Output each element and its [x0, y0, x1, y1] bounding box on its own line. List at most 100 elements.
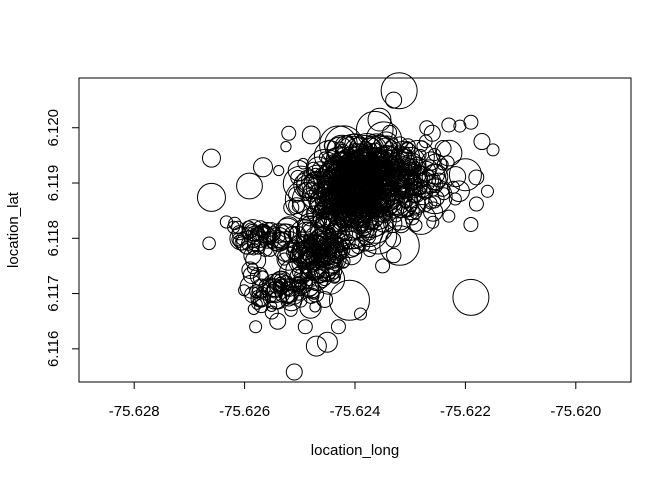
data-point: [427, 177, 444, 194]
data-point: [414, 148, 427, 161]
data-point: [416, 178, 453, 215]
data-point: [417, 197, 433, 213]
data-point: [299, 276, 320, 297]
data-point: [273, 273, 287, 287]
data-point: [356, 206, 394, 244]
data-point: [342, 164, 362, 185]
data-point: [440, 155, 455, 170]
x-tick-label: -75.620: [550, 403, 601, 420]
data-point: [392, 214, 411, 234]
data-point: [417, 169, 442, 194]
x-tick-label: -75.626: [219, 403, 270, 420]
data-point: [468, 169, 485, 186]
x-tick-label: -75.622: [440, 403, 491, 420]
data-point: [231, 232, 245, 247]
data-point: [281, 125, 297, 141]
data-point: [242, 266, 261, 285]
data-point: [318, 151, 330, 163]
data-point: [315, 253, 331, 268]
data-point: [423, 124, 441, 142]
data-point: [279, 288, 296, 304]
data-point: [317, 181, 329, 193]
data-point: [300, 207, 320, 227]
data-point: [405, 203, 437, 235]
data-point: [325, 219, 353, 248]
data-point: [310, 167, 322, 179]
data-point: [326, 192, 348, 214]
data-point: [312, 248, 325, 261]
data-point: [275, 217, 301, 243]
data-point: [353, 159, 366, 171]
data-point: [196, 182, 226, 212]
data-point: [231, 225, 247, 241]
y-tick-label: 6.120: [45, 109, 62, 147]
y-tick-label: 6.116: [45, 331, 62, 367]
data-point: [427, 148, 442, 162]
data-point: [446, 180, 460, 194]
data-point: [369, 180, 386, 197]
data-point: [400, 201, 420, 221]
data-point: [421, 163, 449, 191]
data-point: [370, 189, 384, 203]
data-point: [419, 120, 435, 136]
data-point: [441, 117, 457, 133]
data-point: [340, 243, 363, 266]
data-point: [336, 154, 360, 177]
data-point: [303, 176, 315, 188]
data-point: [280, 284, 299, 304]
data-point: [442, 209, 456, 223]
data-point: [351, 201, 364, 213]
data-point: [448, 158, 482, 192]
data-point: [473, 133, 491, 151]
data-point: [386, 247, 402, 264]
data-point: [426, 173, 440, 187]
data-point: [356, 225, 377, 246]
data-point: [264, 305, 279, 320]
data-point: [374, 160, 391, 176]
data-point: [321, 182, 341, 202]
data-point: [201, 148, 221, 168]
data-point: [297, 157, 309, 170]
data-point: [328, 279, 370, 321]
data-point: [321, 151, 337, 168]
data-point: [291, 258, 304, 271]
data-point: [316, 331, 338, 353]
data-point: [315, 241, 347, 274]
data-point: [453, 119, 467, 133]
data-point: [319, 245, 331, 257]
y-tick-label: 6.119: [45, 165, 62, 201]
data-point: [340, 176, 362, 198]
data-point: [238, 284, 251, 297]
data-point: [251, 278, 271, 298]
data-point: [380, 197, 392, 209]
data-point: [254, 298, 269, 314]
data-point: [285, 363, 303, 381]
data-point: [301, 279, 321, 299]
data-point: [354, 211, 370, 227]
data-point: [246, 230, 268, 253]
data-points: [196, 72, 500, 381]
data-point: [452, 278, 490, 316]
data-point: [252, 290, 270, 308]
data-point: [375, 258, 391, 274]
data-point: [241, 220, 256, 235]
data-point: [399, 138, 416, 155]
data-point: [300, 221, 328, 250]
x-tick-label: -75.624: [330, 403, 381, 420]
data-point: [312, 247, 336, 271]
data-point: [345, 166, 359, 180]
data-point: [334, 161, 368, 195]
data-point: [396, 185, 414, 203]
y-axis: 6.116 6.117 6.118 6.119 6.120: [45, 109, 80, 367]
data-point: [288, 197, 306, 215]
data-point: [251, 298, 263, 310]
data-point: [337, 135, 369, 167]
data-point: [266, 223, 292, 248]
data-point: [319, 271, 331, 283]
data-point: [354, 307, 368, 321]
data-point: [298, 255, 310, 267]
data-point: [307, 232, 319, 244]
data-point: [202, 236, 216, 251]
data-point: [316, 291, 334, 308]
